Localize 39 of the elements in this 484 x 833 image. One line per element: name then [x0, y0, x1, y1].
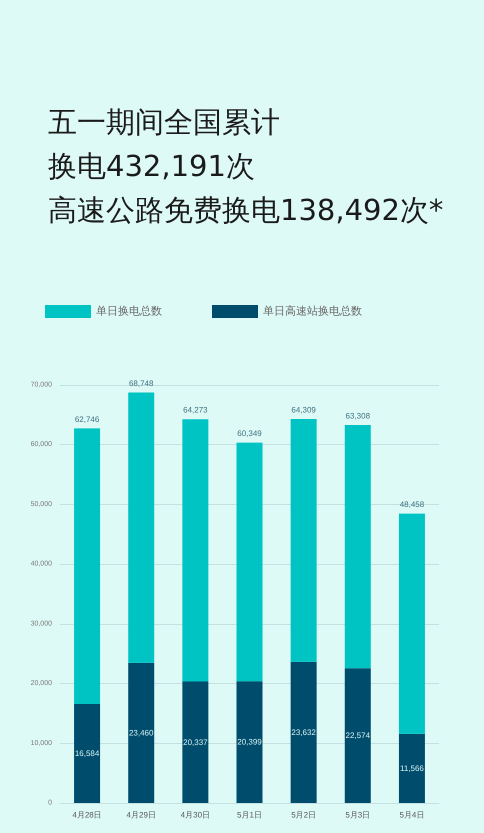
bar [398, 514, 425, 734]
legend-label: 单日高速站换电总数 [263, 304, 362, 318]
x-tick-label: 4月29日 [126, 810, 156, 820]
total-label: 63,308 [346, 411, 371, 420]
bar [290, 418, 317, 662]
bar [128, 392, 154, 663]
x-tick-label: 5月1日 [237, 810, 262, 820]
data-label: 20,337 [183, 738, 208, 747]
total-label: 48,458 [400, 500, 425, 510]
bar [236, 442, 262, 682]
bar [182, 419, 208, 682]
x-tick-label: 4月28日 [72, 810, 102, 820]
bar [344, 668, 371, 803]
bar [74, 704, 100, 803]
bar [182, 682, 208, 803]
data-label: 11,566 [400, 764, 424, 773]
bar [74, 428, 100, 704]
total-label: 62,746 [74, 414, 100, 424]
total-label: 60,349 [237, 429, 262, 438]
data-label: 20,399 [237, 738, 262, 747]
chart-title: 五一期间全国累计换电432,191次 [48, 104, 281, 185]
legend-label: 单日换电总数 [96, 304, 162, 318]
bar [290, 662, 317, 803]
x-tick-label: 5月4日 [399, 810, 424, 820]
chart-subtitle: 高速公路免费换电138,492次* [48, 192, 444, 229]
bar [344, 424, 371, 668]
data-label: 23,632 [291, 728, 316, 737]
x-tick-label: 4月30日 [180, 810, 210, 820]
total-label: 68,748 [128, 378, 154, 388]
x-tick-label: 5月3日 [345, 810, 370, 820]
x-tick-label: 5月2日 [291, 810, 316, 820]
total-label: 64,309 [291, 405, 316, 414]
data-label: 22,574 [346, 731, 371, 740]
data-label: 23,460 [128, 728, 154, 738]
bar [398, 734, 425, 803]
total-label: 64,273 [183, 406, 208, 415]
bar [236, 681, 262, 803]
data-label: 16,584 [74, 748, 100, 758]
bar [128, 662, 154, 803]
